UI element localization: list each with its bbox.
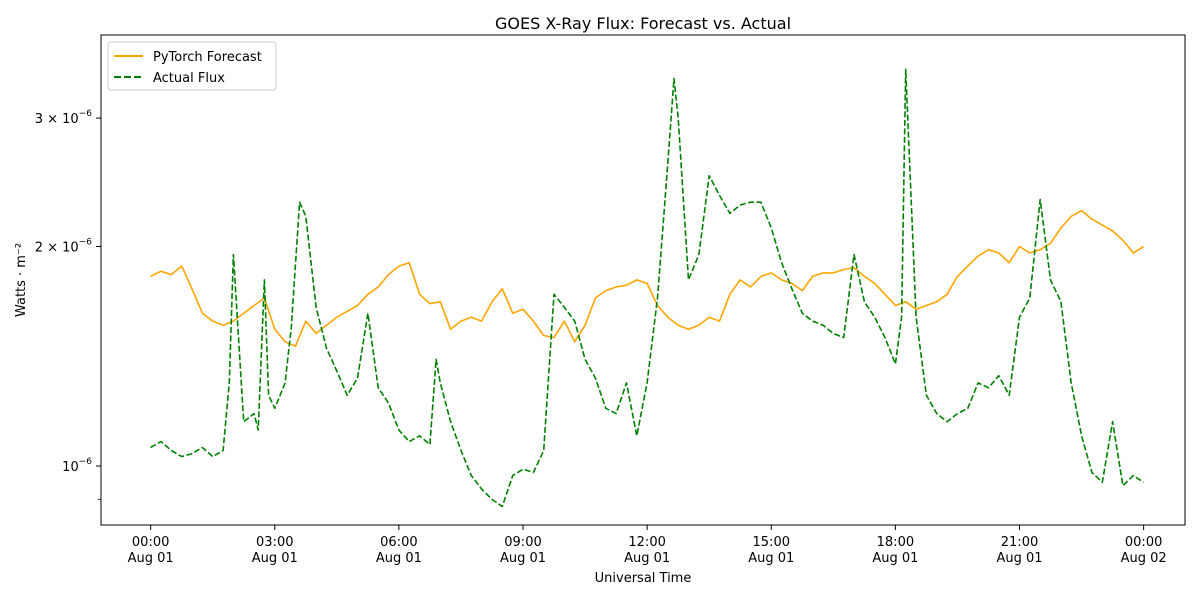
y-tick-label: 3 × 10−6 — [35, 109, 93, 127]
legend-label-actual: Actual Flux — [153, 71, 225, 86]
x-tick-label-time: 00:00 — [1125, 535, 1162, 550]
series-line-forecast — [150, 209, 1145, 347]
series-line-actual — [150, 68, 1145, 508]
x-tick-label-date: Aug 01 — [252, 551, 298, 566]
chart-title: GOES X-Ray Flux: Forecast vs. Actual — [495, 14, 791, 33]
x-tick-label-time: 03:00 — [256, 535, 293, 550]
x-tick-label-date: Aug 01 — [748, 551, 794, 566]
x-tick-label-time: 09:00 — [504, 535, 541, 550]
x-tick-label-time: 06:00 — [380, 535, 417, 550]
x-tick-label-date: Aug 01 — [872, 551, 918, 566]
y-axis-label: Watts · m⁻² — [14, 243, 29, 317]
x-tick-label-date: Aug 01 — [376, 551, 422, 566]
y-tick-label: 10−6 — [62, 457, 92, 475]
legend: PyTorch Forecast Actual Flux — [107, 41, 277, 91]
x-tick-label-date: Aug 01 — [500, 551, 546, 566]
legend-label-forecast: PyTorch Forecast — [153, 50, 262, 65]
x-tick-label-time: 18:00 — [877, 535, 914, 550]
x-tick-label-date: Aug 02 — [1121, 551, 1167, 566]
x-tick-label-time: 12:00 — [628, 535, 665, 550]
plot-frame — [100, 34, 1186, 526]
x-tick-label-time: 21:00 — [1001, 535, 1038, 550]
x-tick-label-date: Aug 01 — [128, 551, 174, 566]
x-axis-label: Universal Time — [595, 571, 692, 586]
x-tick-label-time: 00:00 — [132, 535, 169, 550]
x-tick-label-date: Aug 01 — [624, 551, 670, 566]
y-tick-label: 2 × 10−6 — [35, 237, 93, 255]
x-tick-label-time: 15:00 — [753, 535, 790, 550]
plot-area — [150, 68, 1145, 508]
legend-box — [107, 41, 277, 91]
x-tick-label-date: Aug 01 — [996, 551, 1042, 566]
y-axis: 10−6 2 × 10−6 3 × 10−6 — [35, 109, 101, 500]
